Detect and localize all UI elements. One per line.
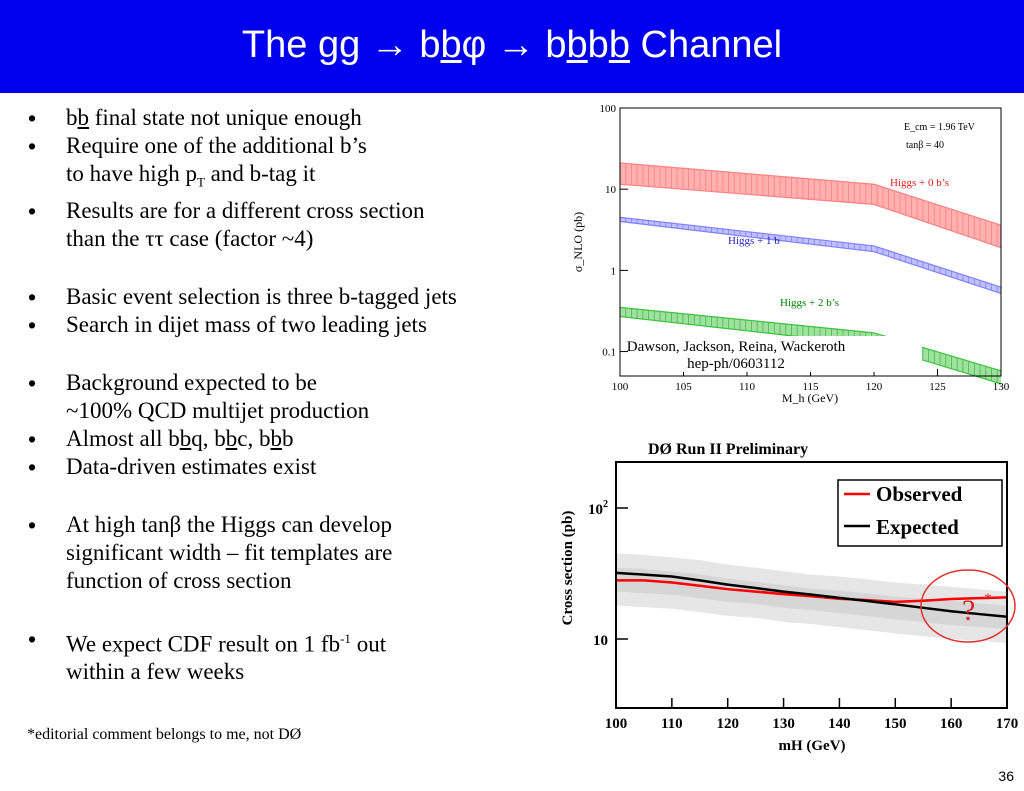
x-tick-label: 100	[612, 381, 629, 393]
bullet-item: bb final state not unique enough	[28, 104, 553, 132]
x-tick-label: 110	[661, 716, 683, 732]
bullet-item: At high tanβ the Higgs can developsignif…	[28, 511, 553, 595]
series-line-expected	[615, 571, 1008, 618]
series-line-observed	[616, 579, 1008, 604]
x-tick-label: 160	[940, 716, 963, 732]
d0-limit-chart: DØ Run II Preliminary 100 110 120 130 140 150…	[560, 441, 1019, 754]
bullet-item: Search in dijet mass of two leading jets	[28, 311, 553, 339]
series-label-1b: Higgs + 1 b	[728, 235, 780, 247]
x-tick-label: 115	[802, 381, 819, 393]
y-tick-label: 1	[611, 265, 617, 277]
annotation-tanb: tanβ = 40	[906, 140, 944, 151]
band-upper-edge	[619, 162, 1002, 226]
bullet-item: Almost all bbq, bbc, bbb	[28, 425, 553, 453]
question-callout-circle	[920, 569, 1016, 643]
y-tick-label: 10	[593, 633, 608, 649]
series-label-2b: Higgs + 2 b’s	[780, 297, 839, 309]
series-label-0b: Higgs + 0 b’s	[890, 177, 949, 189]
band-1	[620, 217, 1001, 294]
legend: Observed Expected	[837, 479, 1003, 547]
x-tick-label: 120	[716, 716, 739, 732]
bullet-list: bb final state not unique enough Require…	[28, 104, 553, 686]
bullet-item: Require one of the additional b’sto have…	[28, 132, 553, 197]
y-tick-label: 102	[588, 499, 608, 518]
y-axis-label: Cross section (pb)	[560, 511, 576, 626]
band-lower-edge	[619, 183, 1002, 249]
band-2	[620, 307, 1001, 384]
title-bar	[0, 0, 1024, 93]
x-tick-label: 170	[996, 716, 1019, 732]
band-lower-edge	[619, 220, 1002, 295]
x-axis-label: M_h (GeV)	[782, 391, 838, 405]
question-mark: ?	[962, 594, 975, 627]
annotation-ecm: E_cm = 1.96 TeV	[904, 122, 976, 133]
x-tick-label: 125	[929, 381, 946, 393]
bullet-item: Data-driven estimates exist	[28, 453, 553, 481]
legend-expected-label: Expected	[876, 515, 959, 539]
bullet-item: Results are for a different cross sectio…	[28, 197, 553, 253]
bullet-item: Background expected to be~100% QCD multi…	[28, 369, 553, 425]
x-tick-label: 140	[828, 716, 851, 732]
y-tick-label: 10	[605, 184, 617, 196]
citation-authors: Dawson, Jackson, Reina, Wackeroth	[627, 339, 846, 355]
chart-title: DØ Run II Preliminary	[648, 441, 808, 458]
x-axis-label: mH (GeV)	[778, 738, 845, 754]
x-tick-label: 120	[866, 381, 883, 393]
band-upper-edge	[619, 216, 1002, 288]
band-0	[620, 163, 1001, 248]
x-tick-label: 150	[884, 716, 907, 732]
x-tick-label: 110	[739, 381, 756, 393]
question-star: *	[984, 591, 992, 608]
band-upper-edge	[619, 306, 1002, 372]
page-number: 36	[998, 768, 1014, 784]
legend-observed-label: Observed	[876, 482, 963, 506]
x-tick-label: 130	[772, 716, 795, 732]
bullet-item: Basic event selection is three b-tagged …	[28, 283, 553, 311]
bullet-item: We expect CDF result on 1 fb-1 outwithin…	[28, 625, 553, 687]
y-axis-label: σ_NLO (pb)	[571, 212, 585, 272]
y-tick-label: 0.1	[602, 347, 616, 359]
x-tick-label: 130	[993, 381, 1010, 393]
y-tick-label: 100	[600, 103, 617, 115]
citation-arxiv: hep-ph/0603112	[687, 356, 785, 372]
x-tick-label: 100	[605, 716, 628, 732]
y-tick-exponent: 2	[603, 499, 608, 510]
slide-title: The gg → bbφ → bbbb Channel	[241, 24, 783, 66]
x-tick-label: 105	[675, 381, 692, 393]
footnote: *editorial comment belongs to me, not DØ	[27, 726, 302, 743]
